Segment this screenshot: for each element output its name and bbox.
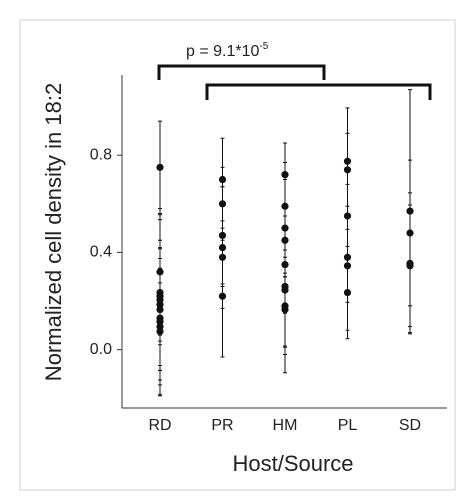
data-point bbox=[281, 202, 289, 210]
y-tick-label: 0.0 bbox=[90, 341, 112, 358]
data-point bbox=[218, 175, 227, 184]
data-point bbox=[343, 157, 352, 165]
x-tick-label: PR bbox=[211, 417, 233, 434]
x-tick-label: RD bbox=[148, 417, 171, 434]
p-value-exponent: -5 bbox=[259, 41, 268, 52]
data-point bbox=[406, 229, 414, 237]
data-point bbox=[343, 212, 352, 220]
p-value-text: p = 9.1*10 bbox=[186, 43, 260, 60]
data-point bbox=[343, 288, 352, 297]
data-point bbox=[218, 292, 227, 300]
data-point bbox=[281, 224, 289, 232]
data-point bbox=[156, 268, 164, 276]
data-point bbox=[343, 262, 352, 270]
y-tick-label: 0.4 bbox=[90, 244, 112, 261]
frame bbox=[19, 19, 456, 491]
y-tick-label: 0.8 bbox=[90, 146, 112, 163]
data-point bbox=[343, 166, 352, 174]
data-point bbox=[218, 231, 227, 240]
data-point bbox=[218, 253, 227, 261]
data-point bbox=[281, 286, 289, 294]
bracket bbox=[205, 83, 432, 100]
p-value: p = 9.1*10-5 bbox=[186, 41, 269, 61]
data-point bbox=[406, 207, 414, 215]
x-axis-label: Host/Source bbox=[232, 451, 353, 476]
data-point bbox=[343, 253, 352, 261]
data-point bbox=[281, 260, 289, 269]
bracket bbox=[157, 64, 326, 80]
x-tick-label: HM bbox=[273, 417, 298, 434]
data-point bbox=[218, 243, 227, 252]
data-point bbox=[281, 236, 289, 244]
data-point bbox=[156, 163, 164, 171]
data-point bbox=[218, 200, 227, 208]
x-tick-label: PL bbox=[338, 417, 358, 434]
data-point bbox=[281, 305, 289, 314]
data-point bbox=[281, 171, 289, 179]
y-axis-label: Normalized cell density in 18:2 bbox=[41, 83, 66, 381]
x-tick-label: SD bbox=[399, 417, 421, 434]
data-point bbox=[156, 327, 164, 336]
data-point bbox=[156, 305, 164, 314]
data-point bbox=[406, 262, 414, 270]
